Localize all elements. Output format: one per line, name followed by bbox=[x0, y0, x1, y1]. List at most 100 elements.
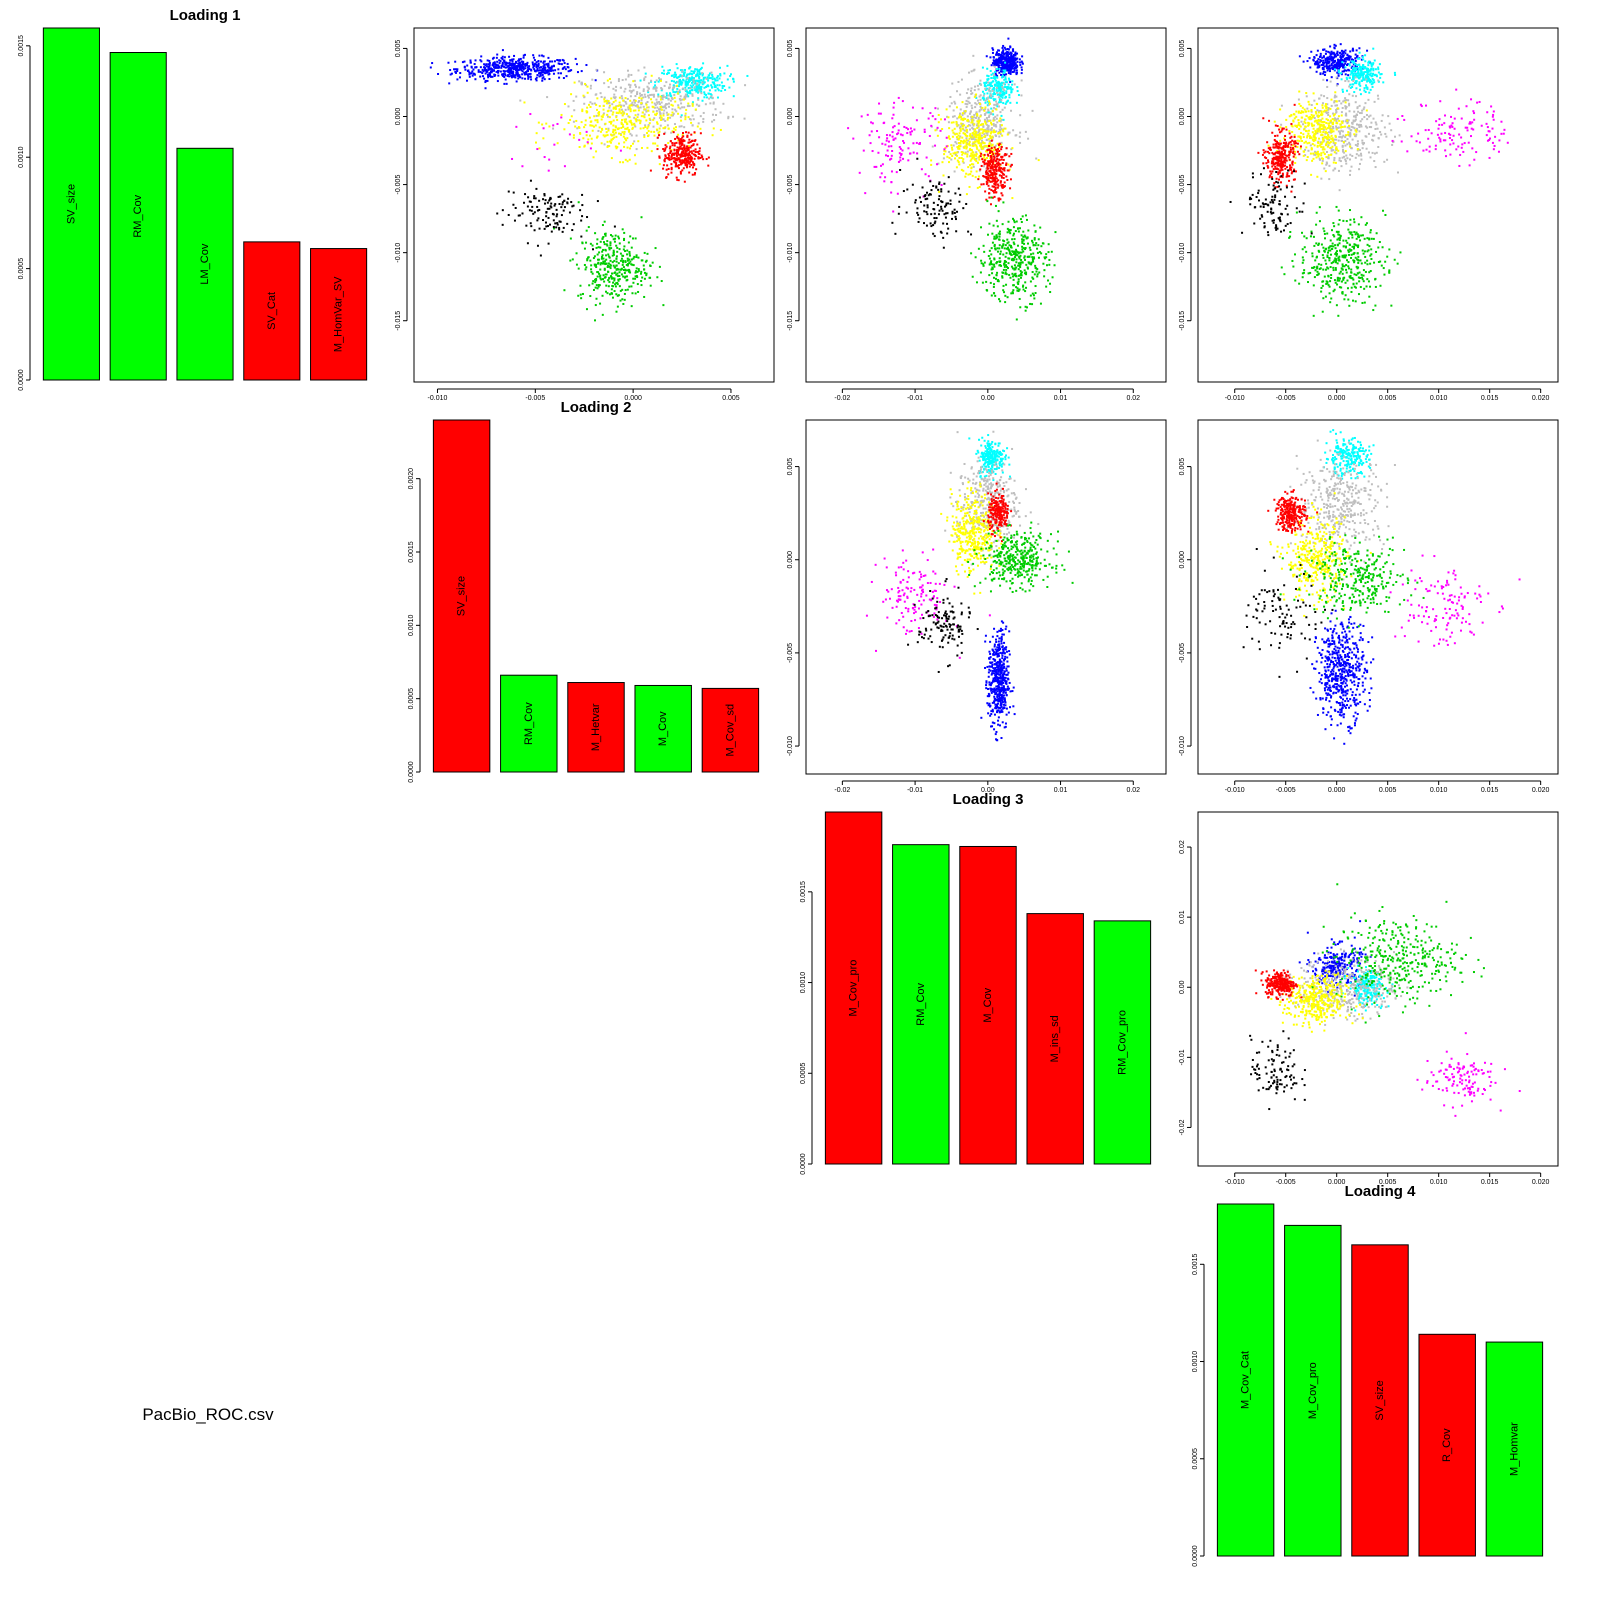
scatter-point bbox=[885, 134, 888, 137]
scatter-point bbox=[596, 242, 599, 245]
scatter-point bbox=[601, 254, 604, 257]
scatter-point bbox=[689, 146, 692, 149]
scatter-point bbox=[915, 141, 918, 144]
scatter-point bbox=[1053, 264, 1056, 267]
scatter-point bbox=[1016, 289, 1019, 292]
scatter-point bbox=[636, 116, 639, 119]
pc1_vs_pc2-group-6 bbox=[553, 201, 665, 322]
scatter-point bbox=[981, 158, 984, 161]
scatter-point bbox=[503, 59, 506, 62]
scatter-point bbox=[562, 67, 565, 70]
scatter-point bbox=[1016, 86, 1019, 89]
scatter-point bbox=[1325, 50, 1328, 53]
scatter-point bbox=[683, 159, 686, 162]
scatter-point bbox=[938, 190, 941, 193]
scatter-point bbox=[579, 209, 582, 212]
scatter-point bbox=[971, 136, 974, 139]
scatter-point bbox=[493, 66, 496, 69]
scatter-point bbox=[533, 211, 536, 214]
scatter-point bbox=[951, 135, 954, 138]
scatter-point bbox=[634, 237, 637, 240]
scatter-point bbox=[991, 110, 994, 113]
scatter-point bbox=[582, 94, 585, 97]
scatter-point bbox=[1010, 152, 1013, 155]
scatter-point bbox=[685, 78, 688, 81]
scatter-point bbox=[1328, 55, 1331, 58]
scatter-point bbox=[686, 145, 689, 148]
scatter-point bbox=[503, 82, 506, 85]
scatter-point bbox=[1009, 72, 1012, 75]
scatter-point bbox=[993, 103, 996, 106]
scatter-point bbox=[1006, 60, 1009, 63]
scatter-point bbox=[864, 192, 867, 195]
scatter-point bbox=[503, 61, 506, 64]
scatter-point bbox=[645, 259, 648, 262]
scatter-point bbox=[1048, 258, 1051, 261]
scatter-point bbox=[1000, 185, 1003, 188]
scatter-point bbox=[978, 132, 981, 135]
scatter-point bbox=[989, 143, 992, 146]
scatter-point bbox=[960, 157, 963, 160]
scatter-point bbox=[703, 96, 706, 99]
scatter-point bbox=[692, 149, 695, 152]
scatter-point bbox=[638, 86, 641, 89]
scatter-point bbox=[611, 137, 614, 140]
scatter-point bbox=[571, 229, 574, 232]
scatter-point bbox=[934, 107, 937, 110]
scatter-point bbox=[504, 78, 507, 81]
scatter-point bbox=[969, 89, 972, 92]
pc1_vs_pc2-group-1 bbox=[429, 49, 599, 90]
scatter-point bbox=[1002, 271, 1005, 274]
scatter-point bbox=[507, 64, 510, 67]
pc1_vs_pc4-y-tick-label: -0.005 bbox=[1179, 175, 1186, 195]
scatter-point bbox=[982, 125, 985, 128]
scatter-point bbox=[585, 241, 588, 244]
scatter-point bbox=[627, 75, 630, 78]
scatter-point bbox=[662, 95, 665, 98]
scatter-point bbox=[483, 68, 486, 71]
scatter-point bbox=[996, 114, 999, 117]
scatter-point bbox=[518, 214, 521, 217]
scatter-point bbox=[983, 161, 986, 164]
scatter-point bbox=[986, 104, 989, 107]
scatter-point bbox=[1005, 260, 1008, 263]
scatter-point bbox=[993, 245, 996, 248]
scatter-point bbox=[547, 56, 550, 59]
scatter-point bbox=[1362, 78, 1365, 81]
scatter-point bbox=[1330, 76, 1333, 79]
scatter-point bbox=[612, 281, 615, 284]
scatter-point bbox=[568, 133, 571, 136]
scatter-point bbox=[928, 193, 931, 196]
scatter-point bbox=[994, 237, 997, 240]
scatter-point bbox=[1001, 82, 1004, 85]
scatter-point bbox=[1034, 292, 1037, 295]
scatter-point bbox=[1054, 231, 1057, 234]
scatter-point bbox=[971, 115, 974, 118]
scatter-point bbox=[681, 70, 684, 73]
scatter-point bbox=[509, 67, 512, 70]
scatter-point bbox=[616, 283, 619, 286]
scatter-point bbox=[587, 256, 590, 259]
scatter-point bbox=[985, 173, 988, 176]
scatter-point bbox=[897, 96, 900, 99]
scatter-point bbox=[1045, 256, 1048, 259]
scatter-point bbox=[659, 113, 662, 116]
scatter-point bbox=[942, 222, 945, 225]
scatter-point bbox=[480, 55, 483, 58]
scatter-point bbox=[660, 108, 663, 111]
scatter-point bbox=[591, 129, 594, 132]
scatter-point bbox=[954, 152, 957, 155]
scatter-point bbox=[1005, 265, 1008, 268]
scatter-point bbox=[916, 157, 919, 160]
scatter-point bbox=[485, 65, 488, 68]
scatter-point bbox=[603, 260, 606, 263]
scatter-point bbox=[674, 75, 677, 78]
scatter-point bbox=[509, 59, 512, 62]
pc1_vs_pc2-group-2 bbox=[639, 62, 749, 117]
scatter-point bbox=[965, 139, 968, 142]
scatter-point bbox=[1029, 280, 1032, 283]
scatter-point bbox=[1010, 244, 1013, 247]
scatter-point bbox=[926, 191, 929, 194]
scatter-point bbox=[673, 123, 676, 126]
scatter-point bbox=[690, 77, 693, 80]
